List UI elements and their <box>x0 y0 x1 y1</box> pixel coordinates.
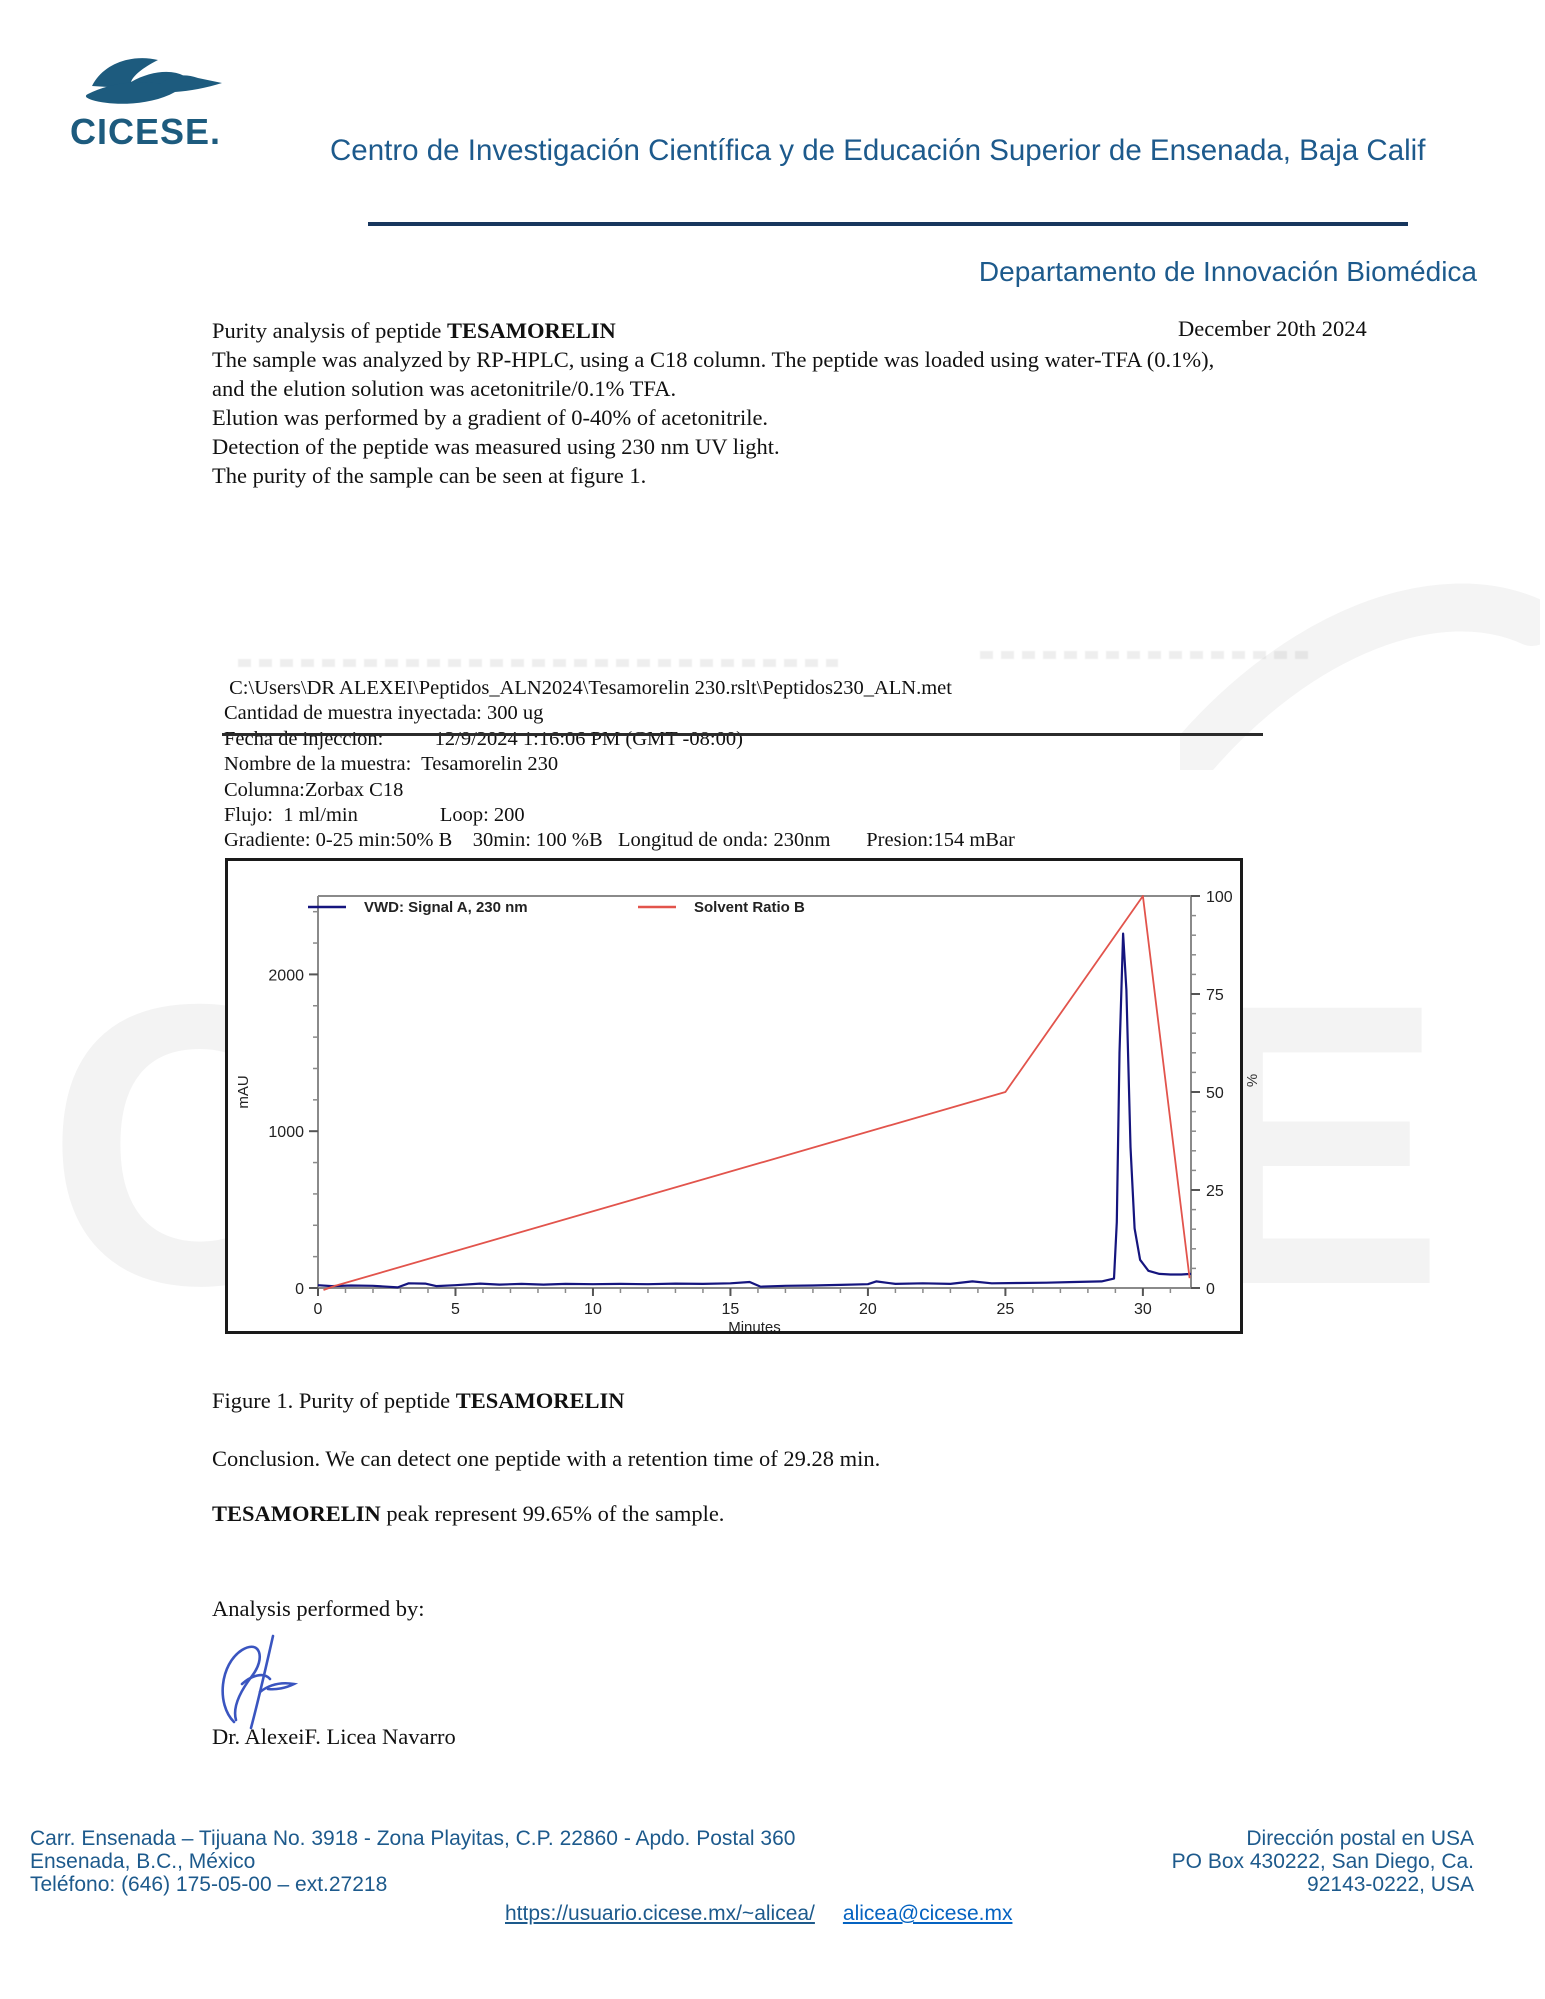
report-date: December 20th 2024 <box>1178 316 1367 341</box>
purity-text: peak represent 99.65% of the sample. <box>380 1501 725 1526</box>
axis-tick-label: 2000 <box>268 967 304 984</box>
cicese-wordmark: CICESE. <box>70 111 222 152</box>
watermark-swoosh <box>1180 583 1540 770</box>
footer-address-mx: Carr. Ensenada – Tijuana No. 3918 - Zona… <box>30 1827 795 1896</box>
metadata-divider <box>222 733 1263 736</box>
pelican-icon <box>85 58 222 104</box>
axis-tick-label: 5 <box>451 1301 460 1318</box>
axis-tick-label: Minutes <box>728 1319 781 1331</box>
metadata-line: Cantidad de muestra inyectada: 300 ug <box>224 702 544 725</box>
email-link[interactable]: alicea@cicese.mx <box>842 1902 1013 1925</box>
axis-tick-label: 25 <box>1206 1183 1224 1200</box>
axis-tick-label: VWD: Signal A, 230 nm <box>364 899 528 916</box>
scan-artifact <box>238 659 838 667</box>
footer-line: Ensenada, B.C., México <box>30 1850 256 1873</box>
header-rule <box>368 222 1408 226</box>
report-body-line: The purity of the sample can be seen at … <box>212 463 647 488</box>
footer-line: Teléfono: (646) 175-05-00 – ext.27218 <box>30 1873 388 1896</box>
caption-peptide-name: TESAMORELIN <box>455 1388 625 1413</box>
instrument-metadata: C:\Users\DR ALEXEI\Peptidos_ALN2024\Tesa… <box>224 676 1015 854</box>
purity-peptide-name: TESAMORELIN <box>212 1501 381 1526</box>
cicese-logo: CICESE. <box>70 52 245 152</box>
report-body-line: The sample was analyzed by RP-HPLC, usin… <box>212 347 1215 372</box>
scan-artifact <box>980 651 1310 659</box>
report-body-line: Elution was performed by a gradient of 0… <box>212 405 769 430</box>
axis-tick-label: 20 <box>859 1301 877 1318</box>
footer-line: 92143-0222, USA <box>1307 1873 1474 1896</box>
signal-curve <box>317 932 1192 1289</box>
metadata-line: Gradiente: 0-25 min:50% B 30min: 100 %B … <box>224 829 1015 852</box>
solvent-curve <box>323 895 1191 1291</box>
axis-tick-label: 25 <box>997 1301 1015 1318</box>
performed-by-label: Analysis performed by: <box>212 1596 425 1621</box>
caption-text: Figure 1. Purity of peptide <box>212 1388 456 1413</box>
axis-tick-label: 15 <box>722 1301 740 1318</box>
footer-line: PO Box 430222, San Diego, Ca. <box>1171 1850 1474 1873</box>
intro-line: Purity analysis of peptide TESAMORELIN <box>212 316 616 345</box>
report-body: The sample was analyzed by RP-HPLC, usin… <box>212 345 1214 490</box>
figure-caption: Figure 1. Purity of peptide TESAMORELIN <box>212 1388 625 1414</box>
institution-name: Centro de Investigación Científica y de … <box>330 134 1426 167</box>
website-link[interactable]: https://usuario.cicese.mx/~alicea/ <box>505 1902 815 1925</box>
footer-links: https://usuario.cicese.mx/~alicea/ alice… <box>505 1902 1012 1926</box>
axis-tick-label: 75 <box>1206 987 1224 1004</box>
figure-1-chromatogram: 0 5 10 15 20 25 30 Minutes 0 1000 2000 mAU 0 25 50 75 10… <box>225 858 1243 1336</box>
footer-line: Carr. Ensenada – Tijuana No. 3918 - Zona… <box>30 1827 796 1850</box>
conclusion-line: Conclusion. We can detect one peptide wi… <box>212 1446 881 1471</box>
chromatogram-svg: 0 5 10 15 20 25 30 Minutes 0 1000 2000 mAU 0 25 50 75 10… <box>235 889 1233 1336</box>
axis-tick-label: 0 <box>1206 1281 1215 1298</box>
report-body-line: Detection of the peptide was measured us… <box>212 434 780 459</box>
left-axis-title: mAU <box>235 1075 252 1108</box>
intro-text: Purity analysis of peptide <box>212 318 447 343</box>
metadata-line: Fecha de injeccion: 12/9/2024 1:16:06 PM… <box>224 727 743 750</box>
report-body-line: and the elution solution was acetonitril… <box>212 376 677 401</box>
axis-tick-label: 0 <box>314 1301 323 1318</box>
footer-address-usa: Dirección postal en USA PO Box 430222, Sa… <box>1172 1827 1474 1896</box>
footer-line: Dirección postal en USA <box>1246 1827 1474 1850</box>
metadata-line: Nombre de la muestra: Tesamorelin 230 <box>224 753 559 776</box>
metadata-line: C:\Users\DR ALEXEI\Peptidos_ALN2024\Tesa… <box>224 677 952 699</box>
metadata-line: Flujo: 1 ml/min Loop: 200 <box>224 804 525 827</box>
axis-tick-label: 50 <box>1206 1085 1224 1102</box>
axis-tick-label: Solvent Ratio B <box>694 899 805 916</box>
metadata-line: Columna:Zorbax C18 <box>224 778 404 801</box>
department-name: Departamento de Innovación Biomédica <box>978 256 1477 287</box>
right-axis-title: % <box>1244 1073 1262 1088</box>
axis-tick-label: 100 <box>1206 889 1233 906</box>
axis-tick-label: 0 <box>295 1281 304 1298</box>
purity-line: TESAMORELIN peak represent 99.65% of the… <box>212 1501 724 1527</box>
axis-tick-label: 10 <box>584 1301 602 1318</box>
axis-tick-label: 30 <box>1134 1301 1152 1318</box>
axis-tick-label: 1000 <box>268 1124 304 1141</box>
signature-image <box>221 1634 299 1730</box>
analyst-name: Dr. AlexeiF. Licea Navarro <box>212 1724 456 1749</box>
peptide-name: TESAMORELIN <box>446 318 616 343</box>
